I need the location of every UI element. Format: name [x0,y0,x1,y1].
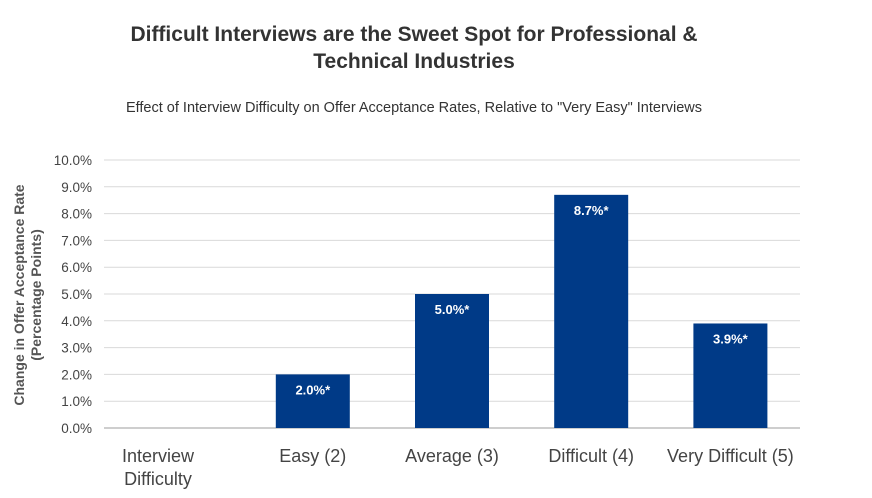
data-labels: 2.0%* 5.0%* 8.7%* 3.9%* [295,203,748,398]
y-tick-label: 7.0% [61,233,92,248]
y-tick-label: 6.0% [61,260,92,275]
y-tick-label: 4.0% [61,314,92,329]
y-tick-label: 3.0% [61,341,92,356]
data-label: 8.7%* [574,203,610,218]
x-tick-label: Easy (2) [279,446,346,466]
y-tick-label: 9.0% [61,180,92,195]
x-axis-title-line-1: Interview [122,446,195,466]
y-axis-ticks: 0.0% 1.0% 2.0% 3.0% 4.0% 5.0% 6.0% 7.0% 8.0% 9.0%… [54,153,92,436]
chart-title-line-2: Technical Industries [313,50,515,73]
y-axis-label-line-2: (Percentage Points) [28,229,44,360]
y-axis-label-line-1: Change in Offer Acceptance Rate [11,184,27,405]
x-axis-title-line-2: Difficulty [124,469,192,489]
bars [275,194,768,428]
data-label: 2.0%* [295,382,331,397]
y-tick-label: 10.0% [54,153,92,168]
bar [693,323,768,428]
y-tick-label: 2.0% [61,367,92,382]
data-label: 3.9%* [713,331,749,346]
bar [554,194,629,428]
y-tick-label: 5.0% [61,287,92,302]
y-tick-label: 0.0% [61,421,92,436]
y-tick-label: 1.0% [61,394,92,409]
y-axis-label: Change in Offer Acceptance Rate (Percent… [11,184,44,405]
data-label: 5.0%* [435,302,471,317]
y-tick-label: 8.0% [61,207,92,222]
chart-subtitle: Effect of Interview Difficulty on Offer … [126,100,702,116]
bar [415,294,489,428]
x-tick-label: Very Difficult (5) [667,446,794,466]
x-axis-ticks: Easy (2) Average (3) Difficult (4) Very Dif… [279,446,793,466]
x-tick-label: Difficult (4) [548,446,634,466]
x-tick-label: Average (3) [405,446,499,466]
chart-title-line-1: Difficult Interviews are the Sweet Spot … [130,23,697,46]
bar [275,374,350,428]
